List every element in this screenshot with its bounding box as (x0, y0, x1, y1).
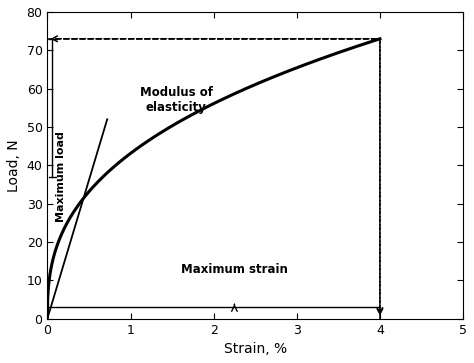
Text: Modulus of
elasticity: Modulus of elasticity (140, 86, 213, 114)
X-axis label: Strain, %: Strain, % (224, 342, 287, 356)
Text: Maximum load: Maximum load (56, 131, 66, 222)
Text: Maximum strain: Maximum strain (181, 264, 288, 277)
Y-axis label: Load, N: Load, N (7, 139, 21, 192)
